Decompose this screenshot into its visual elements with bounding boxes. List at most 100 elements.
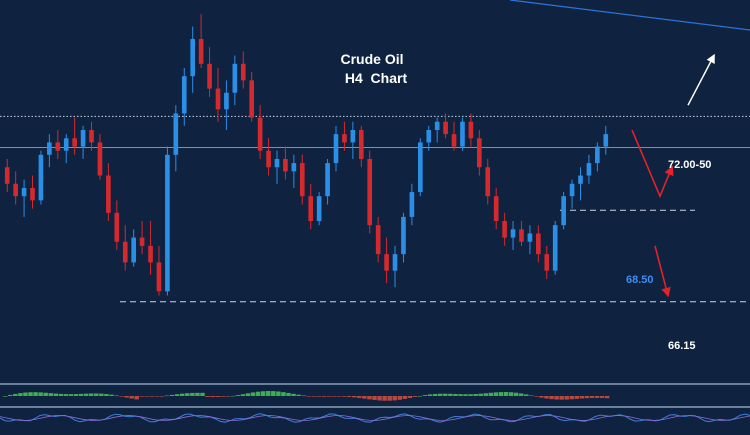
candle [165,146,170,296]
candle [527,225,533,255]
candle [47,134,52,168]
candle [266,138,271,176]
histogram-bar [331,396,337,397]
candle [114,200,120,250]
histogram-bar [357,396,362,398]
candle [240,51,246,89]
histogram-bar [149,396,155,397]
candle-body [451,134,457,147]
histogram-bar [513,392,519,396]
histogram-bar [508,392,514,396]
candle-body [308,196,314,222]
candle-body [4,167,10,184]
histogram-bar [341,396,347,397]
candle [561,192,566,230]
candle [30,175,35,209]
histogram-bar [402,396,408,399]
histogram-bar [584,396,590,399]
histogram-bar [78,393,84,396]
histogram-bar [488,392,494,396]
histogram-bar [180,393,185,396]
candle [485,158,491,205]
indicator-panel [0,383,750,423]
histogram-bar [43,392,48,396]
candle [55,130,61,159]
candle-body [240,63,246,81]
histogram-bar [225,396,231,397]
candle [249,72,255,122]
forecast-arrow-down-up [631,129,674,199]
histogram-bar [554,396,559,400]
candle-body [156,262,162,292]
histogram-bar [18,393,23,396]
candle-body [190,38,196,77]
histogram-bar [53,393,59,396]
histogram-bar [266,391,271,396]
histogram-bar [524,394,529,396]
histogram-bar [392,396,397,401]
histogram-bar [33,392,38,396]
candle [173,105,179,172]
candle [493,187,499,230]
candle-body [325,163,330,197]
candle-body [519,229,524,242]
candle-body [38,154,44,201]
candle-body [603,134,609,147]
candle-body [122,241,128,263]
histogram-bar [579,396,585,399]
candle [401,212,406,263]
forecast-layer [631,53,715,298]
histogram-bar [417,395,423,397]
forecast-arrow-up [687,53,715,106]
candle [502,212,507,246]
candle-body [257,117,263,151]
candle-body [232,63,238,93]
histogram-bar [604,396,610,399]
level-label-target: 66.15 [668,340,696,352]
histogram-bar [3,396,8,397]
histogram-bar [83,393,89,396]
histogram-bar [13,393,18,396]
candle-body [63,138,69,151]
candle [316,192,322,226]
candle-body [316,196,322,222]
histogram-bar [372,396,377,400]
histogram-bar [352,396,357,398]
candle-body [72,138,77,147]
candle [569,179,575,209]
histogram-bar [432,393,438,396]
candle-body [510,229,516,238]
candle-body [274,158,280,168]
candle-body [215,88,221,110]
histogram-bar [549,396,554,400]
candle-body [502,221,507,238]
histogram-bar [529,395,534,397]
histogram-bar [407,396,413,399]
candle-body [434,121,440,130]
candle [544,245,550,279]
candle-body [80,130,86,147]
candle [578,167,583,201]
histogram-bar [468,394,473,396]
forecast-arrow-down [654,245,671,298]
candle [342,121,347,151]
candle-body [358,130,364,159]
histogram-bar [336,396,342,397]
candle [4,158,10,193]
histogram-bar [493,392,499,396]
candle-body [401,216,406,255]
candle-body [97,142,103,176]
candle-body [198,38,204,64]
candle [460,117,465,151]
chart-subtitle: H4 Chart [345,70,408,86]
histogram-bar [301,395,306,397]
candle [156,245,162,296]
line-oscillator-signal [0,415,750,421]
histogram-bar [245,393,251,396]
histogram-bar [114,395,119,397]
candle-body [89,130,94,143]
candle-body [114,212,120,242]
histogram-bar [346,396,352,397]
